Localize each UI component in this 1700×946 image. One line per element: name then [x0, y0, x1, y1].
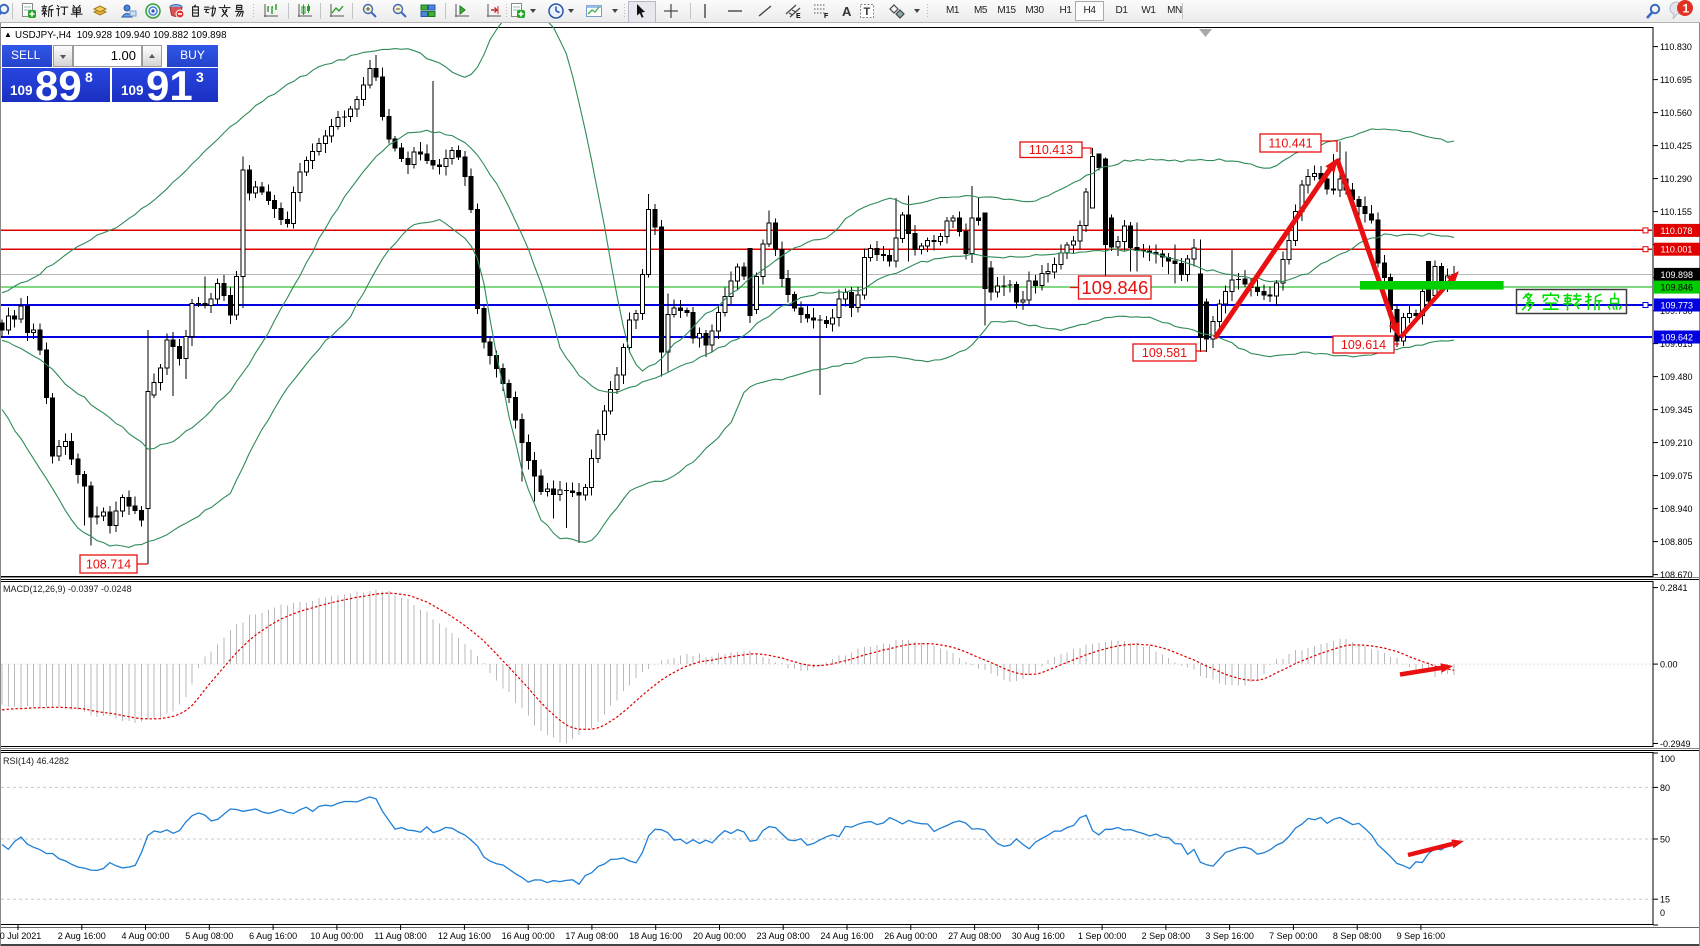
svg-text:23 Aug 08:00: 23 Aug 08:00	[757, 931, 810, 941]
svg-text:108.940: 108.940	[1660, 504, 1693, 514]
svg-text:110.413: 110.413	[1029, 143, 1073, 157]
svg-text:11 Aug 08:00: 11 Aug 08:00	[374, 931, 426, 941]
svg-text:110.830: 110.830	[1660, 42, 1692, 52]
svg-text:12 Aug 16:00: 12 Aug 16:00	[438, 931, 491, 941]
svg-text:F: F	[824, 13, 829, 20]
svg-text:100: 100	[1660, 754, 1675, 764]
svg-text:110.695: 110.695	[1660, 75, 1692, 85]
svg-text:RSI(14) 46.4282: RSI(14) 46.4282	[3, 756, 69, 766]
svg-text:110.441: 110.441	[1268, 137, 1312, 151]
svg-text:A: A	[842, 4, 852, 19]
svg-text:110.560: 110.560	[1660, 108, 1692, 118]
svg-text:8 Sep 08:00: 8 Sep 08:00	[1333, 931, 1382, 941]
svg-text:109.846: 109.846	[1081, 277, 1148, 298]
svg-text:109.345: 109.345	[1660, 405, 1693, 415]
svg-text:30 Jul 2021: 30 Jul 2021	[0, 931, 41, 941]
svg-text:1: 1	[1683, 2, 1690, 16]
svg-text:15: 15	[1660, 895, 1670, 905]
svg-text:3 Sep 16:00: 3 Sep 16:00	[1205, 931, 1254, 941]
svg-text:109.898: 109.898	[1661, 270, 1694, 280]
svg-text:109.614: 109.614	[1341, 338, 1386, 352]
svg-text:0: 0	[1660, 908, 1665, 918]
svg-text:108.670: 108.670	[1660, 570, 1693, 580]
svg-text:4 Aug 00:00: 4 Aug 00:00	[121, 931, 169, 941]
svg-text:110.425: 110.425	[1660, 141, 1692, 151]
svg-text:6 Aug 16:00: 6 Aug 16:00	[249, 931, 297, 941]
svg-text:-0.2949: -0.2949	[1660, 739, 1691, 749]
svg-text:80: 80	[1660, 783, 1670, 793]
svg-text:2 Sep 08:00: 2 Sep 08:00	[1142, 931, 1191, 941]
svg-text:USDJPY-,H4 109.928 109.940 10: USDJPY-,H4 109.928 109.940 109.882 109.8…	[15, 30, 227, 41]
svg-text:18 Aug 16:00: 18 Aug 16:00	[629, 931, 682, 941]
svg-text:110.001: 110.001	[1661, 245, 1693, 255]
svg-text:110.078: 110.078	[1661, 226, 1693, 236]
svg-text:27 Aug 08:00: 27 Aug 08:00	[948, 931, 1001, 941]
svg-text:109.615: 109.615	[1660, 339, 1693, 349]
svg-text:50: 50	[1660, 835, 1670, 845]
svg-text:109.210: 109.210	[1660, 438, 1693, 448]
svg-text:20 Aug 00:00: 20 Aug 00:00	[693, 931, 746, 941]
svg-text:T: T	[864, 6, 871, 18]
svg-text:16 Aug 00:00: 16 Aug 00:00	[502, 931, 555, 941]
svg-text:109.773: 109.773	[1661, 301, 1694, 311]
svg-text:108.805: 108.805	[1660, 537, 1693, 547]
svg-text:MACD(12,26,9) -0.0397 -0.0248: MACD(12,26,9) -0.0397 -0.0248	[3, 584, 132, 594]
svg-text:E: E	[796, 13, 801, 20]
svg-text:109.642: 109.642	[1661, 333, 1694, 343]
svg-text:0.00: 0.00	[1660, 660, 1678, 670]
svg-text:0.2841: 0.2841	[1660, 583, 1688, 593]
svg-text:109.846: 109.846	[1661, 283, 1694, 293]
svg-text:17 Aug 08:00: 17 Aug 08:00	[565, 931, 618, 941]
svg-text:26 Aug 00:00: 26 Aug 00:00	[884, 931, 937, 941]
svg-text:10 Aug 00:00: 10 Aug 00:00	[310, 931, 363, 941]
svg-text:24 Aug 16:00: 24 Aug 16:00	[820, 931, 873, 941]
svg-text:2 Aug 16:00: 2 Aug 16:00	[58, 931, 106, 941]
svg-text:109.075: 109.075	[1660, 471, 1693, 481]
svg-text:108.714: 108.714	[86, 558, 131, 572]
svg-text:9 Sep 16:00: 9 Sep 16:00	[1397, 931, 1446, 941]
svg-text:30 Aug 16:00: 30 Aug 16:00	[1012, 931, 1065, 941]
svg-text:▲: ▲	[4, 30, 12, 39]
svg-text:7 Sep 00:00: 7 Sep 00:00	[1269, 931, 1318, 941]
svg-text:109.581: 109.581	[1142, 346, 1187, 360]
svg-text:110.155: 110.155	[1660, 207, 1692, 217]
svg-text:5 Aug 08:00: 5 Aug 08:00	[185, 931, 233, 941]
svg-text:110.290: 110.290	[1660, 174, 1692, 184]
svg-text:109.480: 109.480	[1660, 372, 1693, 382]
svg-text:1 Sep 00:00: 1 Sep 00:00	[1078, 931, 1127, 941]
